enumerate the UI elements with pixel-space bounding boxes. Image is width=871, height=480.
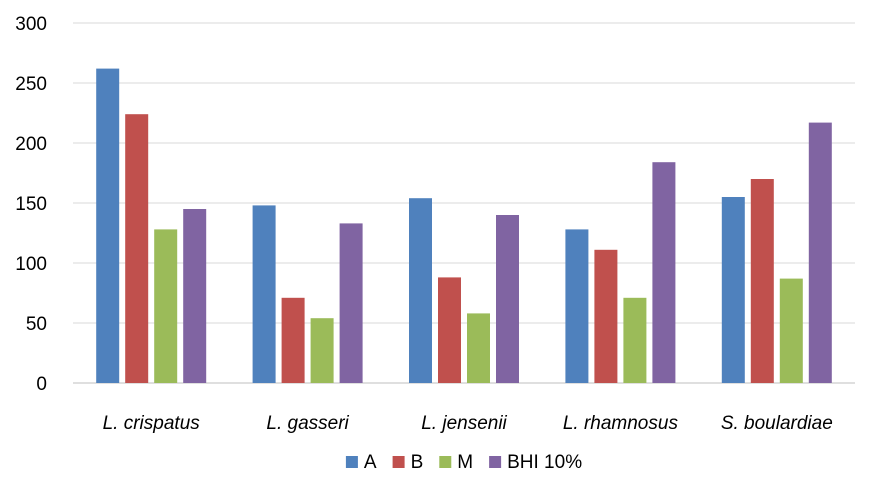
bar-bhi-10--5	[808, 122, 832, 383]
legend-swatch	[489, 456, 502, 468]
legend-swatch	[392, 456, 405, 468]
legend-label: M	[457, 452, 473, 473]
bar-a-1	[96, 68, 120, 383]
y-axis-tick-labels: 0 50 100 150 200 250 300	[15, 14, 47, 395]
legend-swatch	[439, 456, 452, 468]
legend-item-m: M	[439, 452, 473, 473]
bar-bhi-10--1	[183, 209, 207, 383]
bar-m-5	[779, 278, 803, 383]
x-category-label: L. rhamnosus	[563, 413, 679, 434]
legend: A B M BHI 10%	[345, 452, 582, 473]
bars	[96, 68, 832, 383]
bar-a-4	[565, 229, 589, 383]
legend-item-b: B	[392, 452, 424, 473]
x-category-label: L. gasseri	[266, 413, 349, 434]
x-axis-category-labels: L. crispatus L. gasseri L. jensenii L. rham…	[103, 413, 833, 434]
bar-b-4	[594, 249, 618, 383]
bar-a-5	[721, 197, 745, 383]
bar-m-4	[623, 297, 647, 383]
x-category-label: S. boulardiae	[721, 413, 833, 434]
y-tick-label: 100	[15, 254, 47, 275]
y-tick-label: 50	[26, 314, 47, 335]
x-category-label: L. jensenii	[421, 413, 507, 434]
y-tick-label: 150	[15, 194, 47, 215]
y-tick-label: 200	[15, 134, 47, 155]
legend-label: A	[364, 452, 377, 473]
y-tick-label: 250	[15, 74, 47, 95]
bar-bhi-10--4	[652, 162, 676, 383]
legend-item-a: A	[345, 452, 377, 473]
y-tick-label: 0	[36, 374, 47, 395]
bar-b-3	[438, 277, 461, 383]
legend-swatch	[345, 456, 358, 468]
bar-b-1	[125, 114, 149, 383]
legend-label: B	[411, 452, 424, 473]
x-category-label: L. crispatus	[103, 413, 201, 434]
legend-item-bhi-10-: BHI 10%	[489, 452, 582, 473]
bar-bhi-10--2	[339, 223, 363, 383]
bar-b-2	[281, 297, 305, 383]
bar-m-1	[154, 229, 178, 383]
bar-m-3	[467, 313, 490, 383]
bar-a-3	[409, 198, 432, 383]
legend-label: BHI 10%	[507, 452, 582, 473]
bar-a-2	[252, 205, 276, 383]
bar-b-5	[750, 179, 774, 383]
bar-bhi-10--3	[496, 215, 519, 383]
bar-m-2	[310, 318, 334, 383]
y-tick-label: 300	[15, 14, 47, 35]
